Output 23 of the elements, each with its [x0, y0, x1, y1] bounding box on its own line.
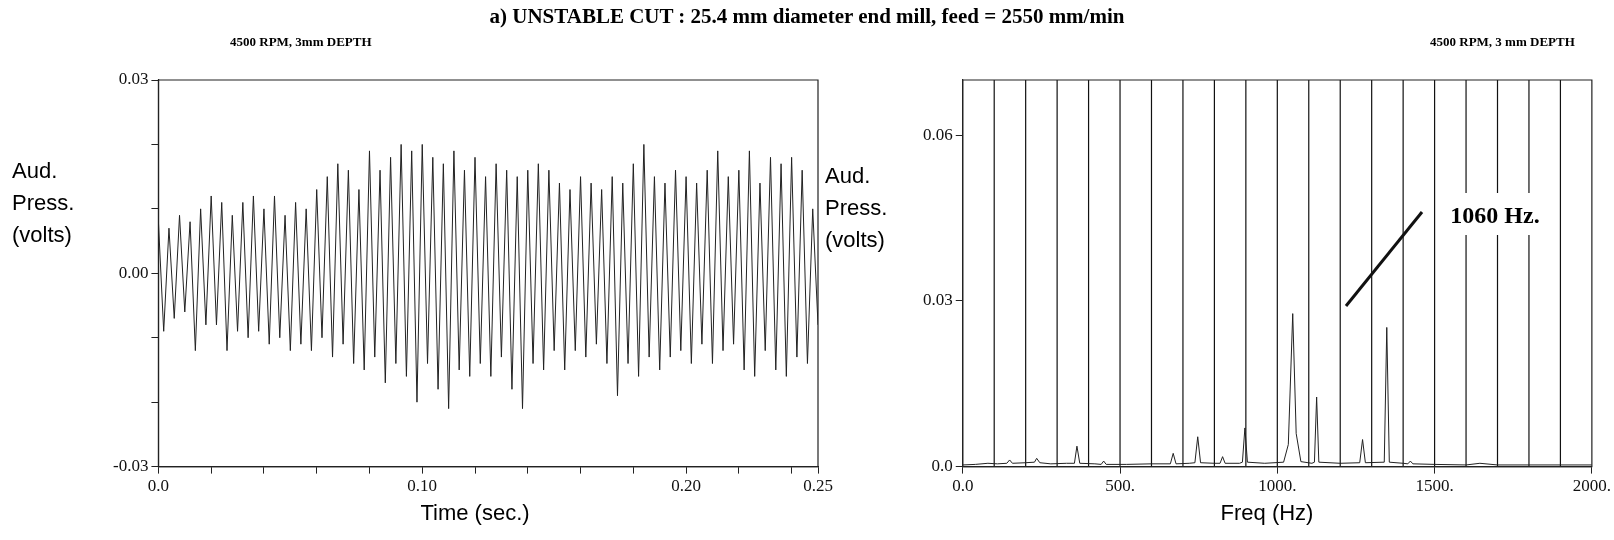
y-tick-label: 0.0: [931, 456, 953, 476]
x-tick-label: 0.0: [952, 476, 974, 496]
x-tick-label: 2000.: [1572, 476, 1611, 496]
x-tick-label: 0.10: [407, 476, 438, 496]
y-tick-label: 0.03: [923, 290, 953, 310]
x-tick-label: 500.: [1105, 476, 1135, 496]
chart-subtitle: 4500 RPM, 3 mm DEPTH: [1430, 34, 1575, 50]
chart-subtitle: 4500 RPM, 3mm DEPTH: [230, 34, 372, 50]
x-tick-label: 0.0: [147, 476, 170, 496]
x-tick-label: 0.25: [803, 476, 833, 496]
x-tick-label: 1000.: [1258, 476, 1297, 496]
x-axis-title: Freq (Hz): [1219, 500, 1315, 526]
y-axis-title: Aud. Press. (volts): [12, 157, 75, 249]
annotation: 1060 Hz.: [1450, 202, 1540, 229]
y-tick-label: -0.03: [112, 456, 149, 476]
chart-title: a) UNSTABLE CUT : 25.4 mm diameter end mill, feed = 2550 mm/min: [488, 4, 1126, 29]
x-tick-label: 1500.: [1415, 476, 1454, 496]
y-tick-label: 0.00: [118, 262, 149, 282]
x-tick-label: 0.20: [671, 476, 701, 496]
y-axis-title: Aud. Press. (volts): [825, 162, 888, 254]
y-tick-label: 0.03: [118, 69, 149, 89]
y-tick-label: 0.06: [923, 124, 953, 144]
x-axis-title: Time (sec.): [419, 500, 531, 526]
